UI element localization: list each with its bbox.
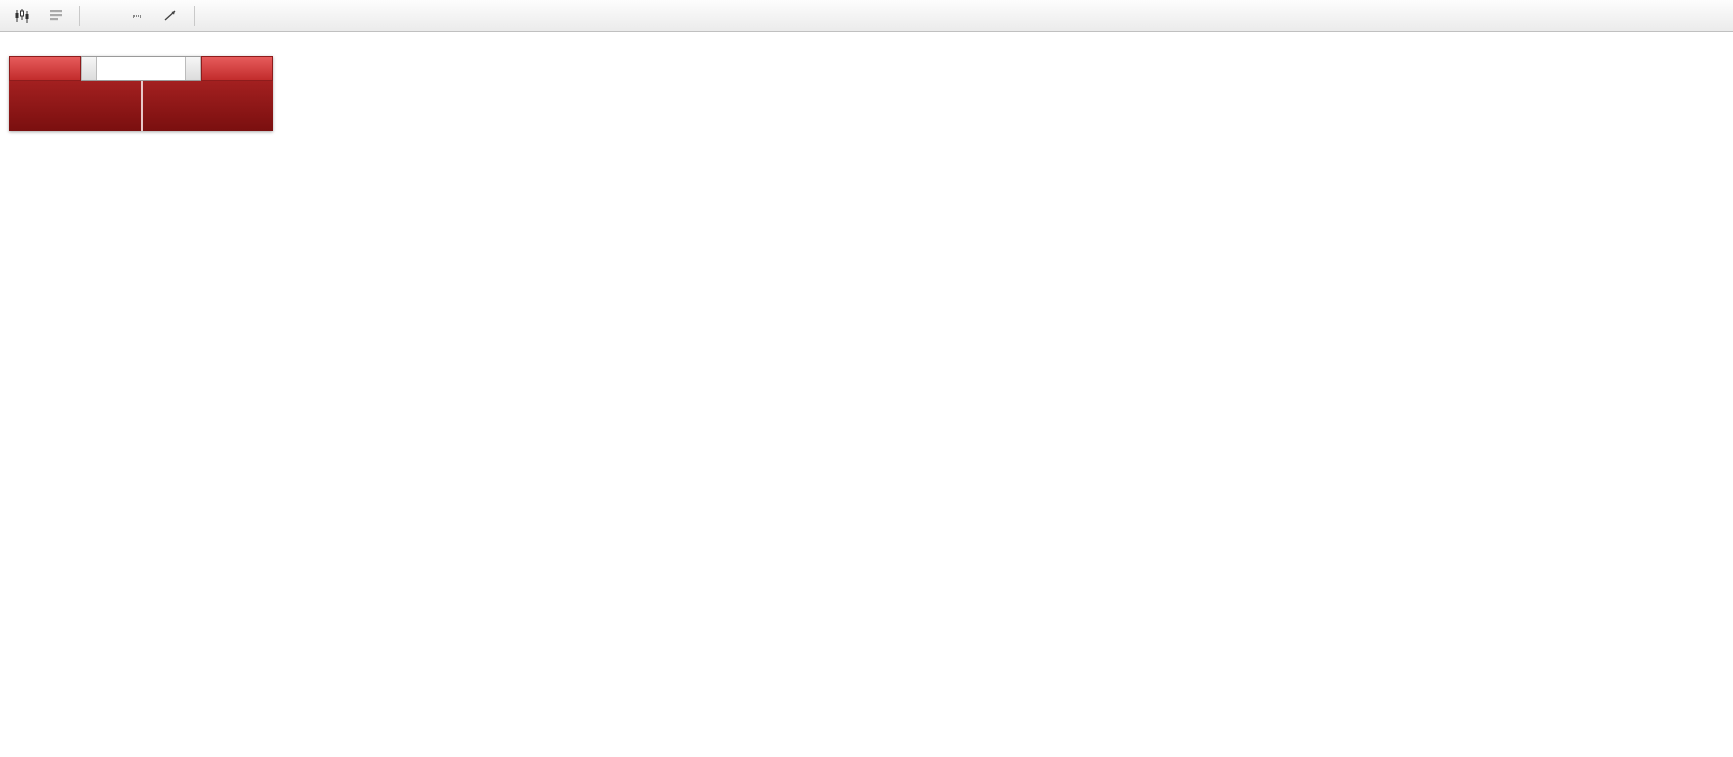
indicator-list-icon[interactable] <box>40 3 72 29</box>
text-annotation-tool[interactable] <box>87 3 119 29</box>
text-label-tool[interactable] <box>121 3 153 29</box>
volume-value[interactable] <box>97 57 185 80</box>
toolbar-separator <box>194 5 195 26</box>
top-toolbar <box>0 0 1733 32</box>
ask-price-panel[interactable] <box>141 81 273 131</box>
candlestick-chart-icon[interactable] <box>6 3 38 29</box>
volume-spinner <box>81 56 201 81</box>
toolbar-separator <box>79 5 80 26</box>
rsi-label <box>7 602 10 614</box>
buy-button[interactable] <box>201 56 273 81</box>
macd-label <box>7 543 13 555</box>
drawing-tools-button[interactable] <box>155 3 187 29</box>
bid-price-panel[interactable] <box>9 81 141 131</box>
one-click-trading-panel <box>9 56 273 131</box>
sell-button[interactable] <box>9 56 81 81</box>
volume-up-icon[interactable] <box>185 57 201 80</box>
volume-dropdown-icon[interactable] <box>81 57 97 80</box>
